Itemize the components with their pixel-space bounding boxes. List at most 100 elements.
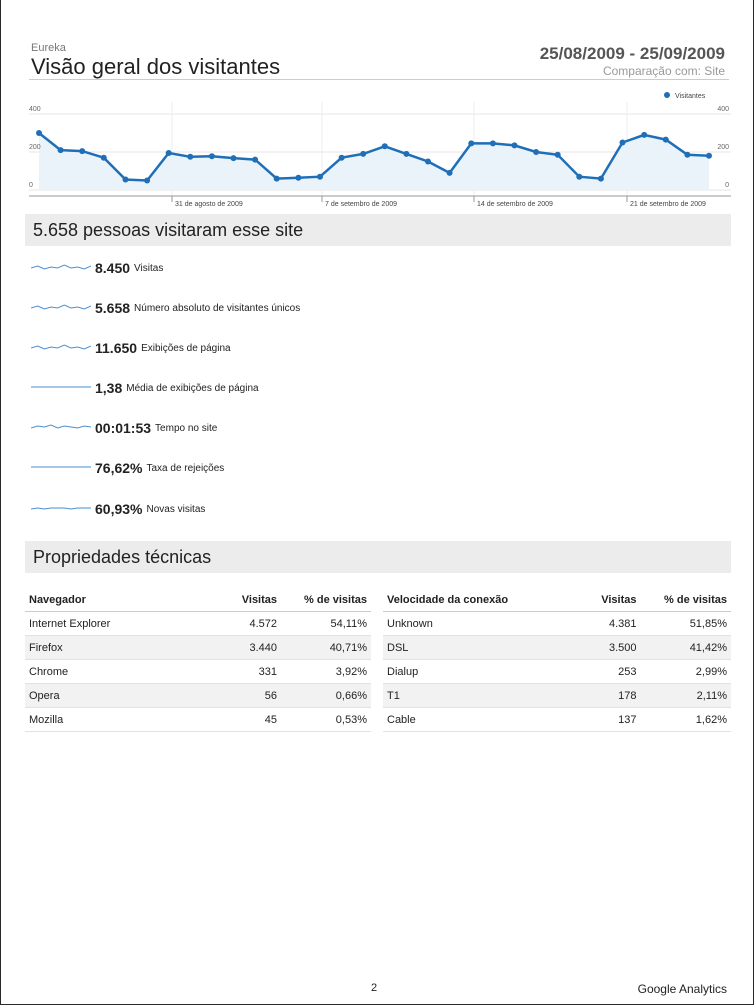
column-header: Visitas (225, 589, 282, 612)
data-point (641, 131, 648, 138)
table-cell: Firefox (25, 635, 226, 660)
table-cell: 4.572 (225, 611, 282, 636)
table-cell: T1 (383, 683, 585, 708)
series-line-visitantes (38, 132, 710, 182)
sparkline-icon (31, 466, 91, 468)
browser-table: Navegador Visitas% de visitas Internet Exp… (25, 589, 371, 732)
data-point (684, 151, 691, 158)
metric-value: 60,93% (95, 501, 143, 517)
table-header-row: Velocidade da conexão Visitas% de visitas (383, 589, 731, 612)
data-point (100, 154, 107, 161)
sparkline-icon (31, 386, 91, 388)
footer-brand: Google Analytics (637, 982, 727, 996)
x-tick-label: 21 de setembro de 2009 (630, 201, 706, 208)
connection-table: Velocidade da conexão Visitas% de visitas… (383, 589, 731, 732)
data-point (57, 147, 64, 154)
data-point (338, 154, 345, 161)
table-cell: Internet Explorer (25, 611, 226, 636)
metric-value: 00:01:53 (95, 420, 152, 436)
data-point (295, 174, 302, 181)
table-cell: Cable (383, 707, 585, 732)
data-point (230, 155, 237, 162)
date-range: 25/08/2009 - 25/09/2009 (539, 44, 725, 63)
data-point (79, 148, 86, 155)
data-point (533, 149, 540, 155)
metric-label: Taxa de rejeições (146, 462, 225, 474)
column-header: Velocidade da conexão (383, 589, 585, 612)
table-row: Dialup 253 2,99% (383, 659, 731, 684)
data-point (403, 150, 410, 157)
table-row: Mozilla 45 0,53% (25, 707, 371, 732)
sparkline-icon (31, 304, 91, 310)
metric-row: 5.658 Número absoluto de visitantes único… (31, 298, 300, 318)
y-tick-label-right: 0 (725, 182, 729, 189)
column-header: % de visitas (281, 589, 371, 612)
y-tick-label-right: 400 (717, 106, 729, 113)
legend-marker (664, 92, 670, 98)
table-row: DSL 3.500 41,42% (383, 635, 731, 660)
sparkline-icon (31, 507, 91, 510)
data-point (706, 152, 712, 159)
metric-row: 60,93% Novas visitas (31, 499, 205, 519)
tech-section-header: Propriedades técnicas (25, 541, 731, 573)
y-tick-label: 0 (29, 182, 33, 189)
metric-value: 5.658 (95, 300, 131, 316)
metric-label: Média de exibições de página (126, 382, 259, 394)
metric-row: 11.650 Exibições de página (31, 338, 231, 358)
comparison-label: Comparação com: Site (602, 64, 725, 78)
summary-heading: 5.658 pessoas visitaram esse site (33, 220, 304, 240)
data-point (576, 173, 583, 180)
table-cell: 1,62% (640, 707, 731, 732)
table-row: Internet Explorer 4.572 54,11% (25, 611, 371, 636)
table-cell: 178 (584, 683, 641, 708)
data-point (122, 176, 129, 183)
header-divider (29, 79, 729, 80)
table-cell: 253 (584, 659, 641, 684)
column-header: % de visitas (640, 589, 731, 612)
table-cell: DSL (383, 635, 585, 660)
table-cell: Unknown (383, 611, 585, 636)
y-tick-label-right: 200 (717, 144, 729, 151)
metric-value: 8.450 (95, 260, 131, 276)
table-cell: 2,99% (640, 659, 731, 684)
table-cell: 54,11% (281, 611, 371, 636)
table-cell: 41,42% (640, 635, 731, 660)
metric-label: Número absoluto de visitantes únicos (134, 302, 301, 314)
table-cell: Mozilla (25, 707, 226, 732)
y-tick-label: 400 (29, 106, 41, 113)
table-row: T1 178 2,11% (383, 683, 731, 708)
data-point (208, 153, 215, 160)
data-point (619, 139, 626, 146)
y-tick-label: 200 (29, 144, 41, 151)
tech-heading: Propriedades técnicas (33, 547, 212, 567)
table-cell: 0,66% (281, 683, 371, 708)
column-header: Navegador (25, 589, 226, 612)
table-cell: 4.381 (584, 611, 641, 636)
metric-row: 1,38 Média de exibições de página (31, 378, 259, 398)
metric-value: 76,62% (95, 460, 143, 476)
visitors-chart-svg: 400 200 0 400 200 0 31 de agosto de 2009 7 de s… (29, 92, 731, 208)
table-cell: Opera (25, 683, 226, 708)
data-point (144, 177, 151, 184)
data-point (468, 140, 475, 147)
table-row: Firefox 3.440 40,71% (25, 635, 371, 660)
x-tick-label: 14 de setembro de 2009 (477, 201, 553, 208)
sparkline-icon (31, 264, 91, 270)
visitors-chart: 400 200 0 400 200 0 31 de agosto de 2009 7 de s… (29, 88, 731, 210)
table-header-row: Navegador Visitas% de visitas (25, 589, 371, 612)
data-point (511, 142, 518, 149)
table-cell: Dialup (383, 659, 585, 684)
table-cell: 3,92% (281, 659, 371, 684)
table-row: Opera 56 0,66% (25, 683, 371, 708)
page-number: 2 (371, 982, 378, 994)
table-cell: 331 (225, 659, 282, 684)
metric-label: Exibições de página (141, 342, 231, 354)
series-area (39, 133, 709, 190)
data-point (360, 150, 367, 157)
data-point (187, 153, 194, 160)
data-point (554, 151, 561, 158)
data-point (165, 150, 172, 156)
summary-section-header: 5.658 pessoas visitaram esse site (25, 214, 731, 246)
table-cell: 2,11% (640, 683, 731, 708)
